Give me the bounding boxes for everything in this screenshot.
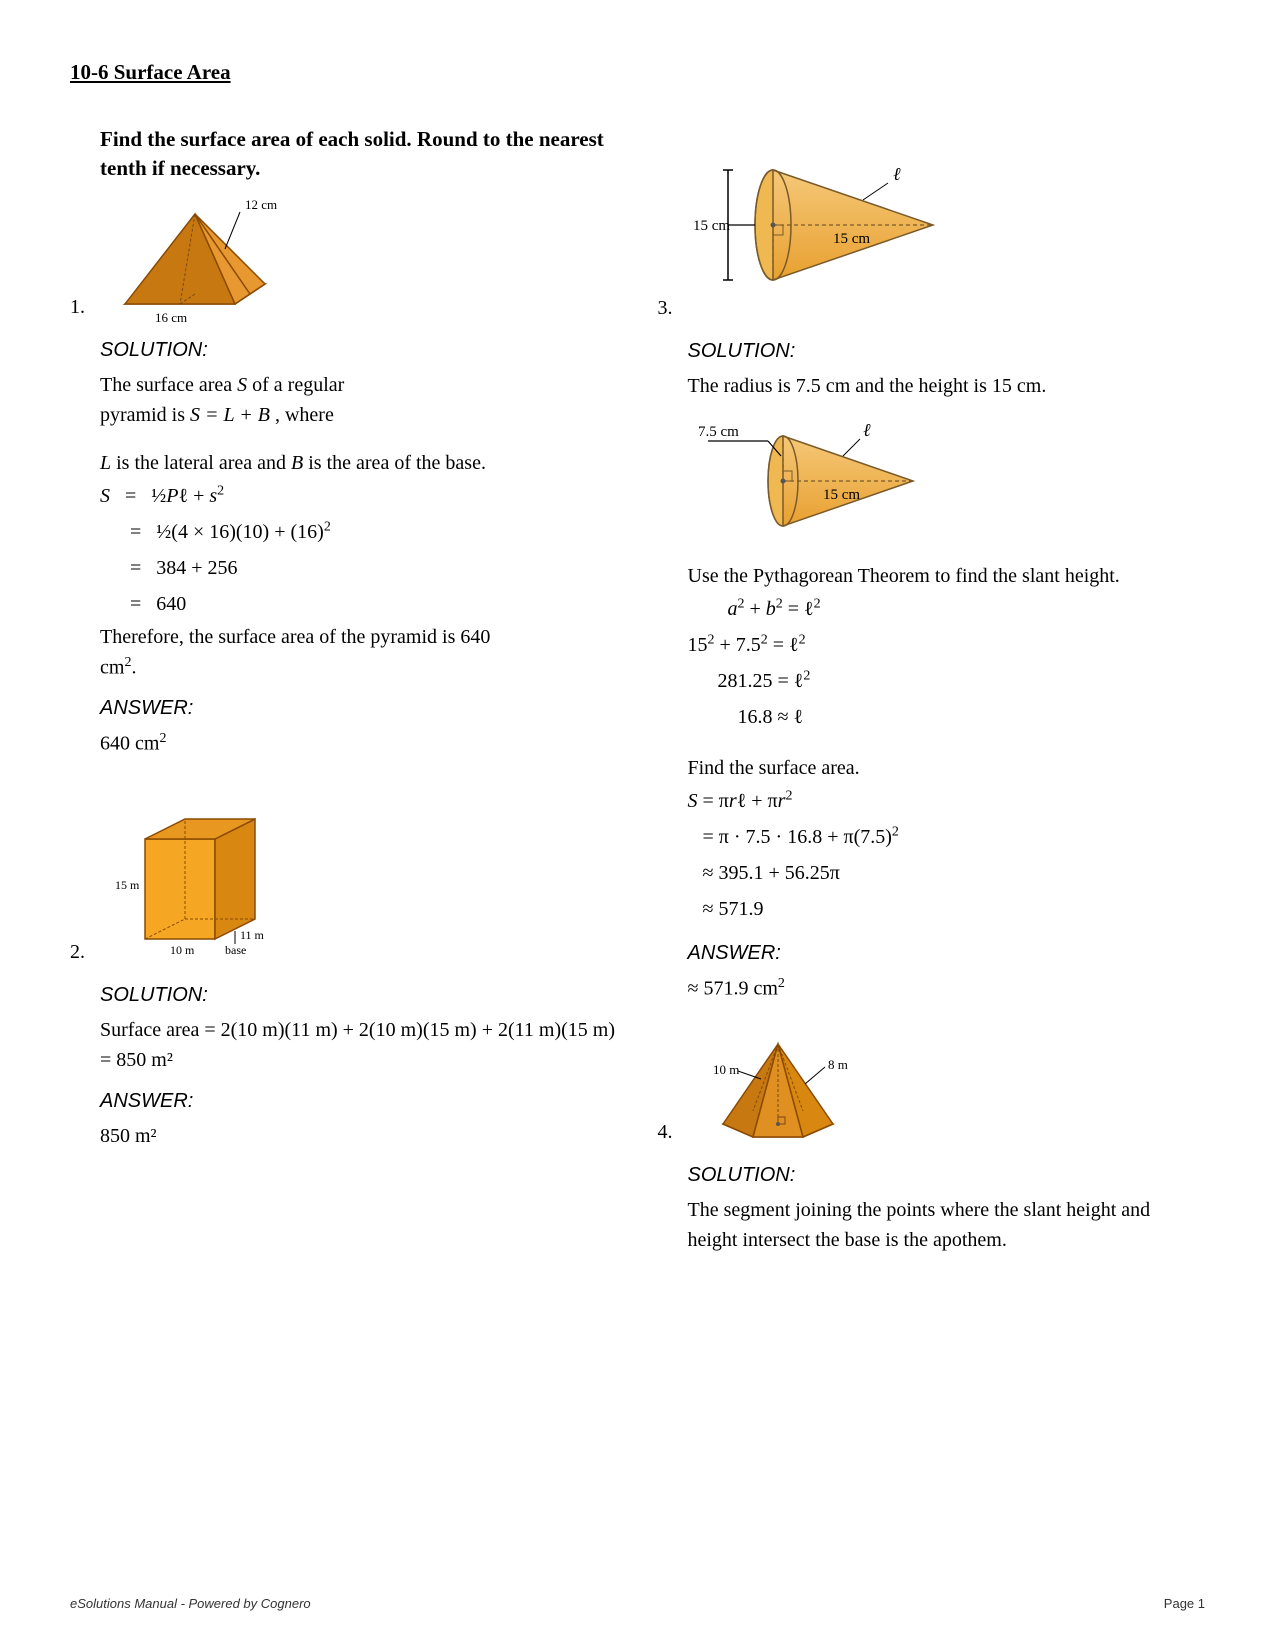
p1-eq4: = 640 bbox=[100, 586, 618, 622]
p1-answer: 640 cm2 bbox=[100, 728, 618, 759]
svg-text:16 cm: 16 cm bbox=[155, 310, 187, 324]
svg-text:10 m: 10 m bbox=[713, 1062, 739, 1077]
svg-text:12 cm: 12 cm bbox=[245, 197, 277, 212]
hex-pyramid-figure: 10 m 8 m bbox=[683, 1019, 883, 1149]
problem-1: 1. 12 cm 16 cm bbox=[70, 194, 618, 324]
footer-right: Page 1 bbox=[1164, 1596, 1205, 1611]
p3-text1: The radius is 7.5 cm and the height is 1… bbox=[688, 371, 1206, 401]
svg-text:7.5 cm: 7.5 cm bbox=[698, 424, 739, 440]
p4-text: The segment joining the points where the… bbox=[688, 1195, 1206, 1255]
svg-text:15 cm: 15 cm bbox=[823, 487, 860, 503]
svg-text:15 cm: 15 cm bbox=[833, 231, 870, 247]
cone-figure-1: 15 cm 15 cm ℓ bbox=[683, 125, 963, 325]
svg-text:base: base bbox=[225, 943, 246, 957]
p3-eq6: = π · 7.5 · 16.8 + π(7.5)2 bbox=[688, 819, 1206, 855]
instruction-text: Find the surface area of each solid. Rou… bbox=[100, 125, 618, 184]
solution-label-3: SOLUTION: bbox=[688, 340, 1206, 363]
svg-text:10 m: 10 m bbox=[170, 943, 195, 957]
prism-figure: 15 m 10 m 11 m base bbox=[95, 789, 295, 969]
svg-text:ℓ: ℓ bbox=[893, 164, 901, 184]
problem-number-3: 3. bbox=[658, 297, 673, 325]
p2-text: Surface area = 2(10 m)(11 m) + 2(10 m)(1… bbox=[100, 1015, 618, 1075]
right-column: 3. 1 bbox=[658, 125, 1206, 1255]
page-title: 10-6 Surface Area bbox=[70, 60, 1205, 85]
solution-label-4: SOLUTION: bbox=[688, 1164, 1206, 1187]
p3-eq7: ≈ 395.1 + 56.25π bbox=[688, 855, 1206, 891]
p1-line1: The surface area S of a regular bbox=[100, 370, 618, 400]
p3-eq2: 152 + 7.52 = ℓ2 bbox=[688, 627, 1206, 663]
solution-label-2: SOLUTION: bbox=[100, 984, 618, 1007]
p3-text2: Use the Pythagorean Theorem to find the … bbox=[688, 561, 1206, 591]
answer-label-2: ANSWER: bbox=[100, 1090, 618, 1113]
p3-eq8: ≈ 571.9 bbox=[688, 891, 1206, 927]
problem-2: 2. 15 m 10 m 11 m base bbox=[70, 789, 618, 969]
p1-line3: L is the lateral area and B is the area … bbox=[100, 448, 618, 478]
p3-eq4: 16.8 ≈ ℓ bbox=[688, 699, 1206, 735]
answer-label-3: ANSWER: bbox=[688, 942, 1206, 965]
svg-text:15 m: 15 m bbox=[115, 878, 140, 892]
p1-eq1: S = ½Pℓ + s2 bbox=[100, 478, 618, 514]
svg-text:11 m: 11 m bbox=[240, 928, 265, 942]
svg-text:ℓ: ℓ bbox=[863, 420, 871, 440]
p3-eq1: a2 + b2 = ℓ2 bbox=[688, 591, 1206, 627]
p1-eq3: = 384 + 256 bbox=[100, 550, 618, 586]
pyramid-figure-1: 12 cm 16 cm bbox=[95, 194, 295, 324]
answer-label-1: ANSWER: bbox=[100, 697, 618, 720]
p2-answer: 850 m² bbox=[100, 1121, 618, 1151]
solution-label-1: SOLUTION: bbox=[100, 339, 618, 362]
left-column: Find the surface area of each solid. Rou… bbox=[70, 125, 618, 1255]
p1-line2: pyramid is S = L + B , where bbox=[100, 400, 618, 430]
problem-number-2: 2. bbox=[70, 941, 85, 969]
problem-3: 3. 1 bbox=[658, 125, 1206, 325]
svg-text:15 cm: 15 cm bbox=[693, 218, 730, 234]
page-footer: eSolutions Manual - Powered by Cognero P… bbox=[70, 1596, 1205, 1611]
p1-eq2: = ½(4 × 16)(10) + (16)2 bbox=[100, 514, 618, 550]
p3-answer: ≈ 571.9 cm2 bbox=[688, 973, 1206, 1004]
p3-eq5: S = πrℓ + πr2 bbox=[688, 783, 1206, 819]
p1-conclusion-1: Therefore, the surface area of the pyram… bbox=[100, 622, 618, 652]
problem-number-1: 1. bbox=[70, 296, 85, 324]
problem-number-4: 4. bbox=[658, 1121, 673, 1149]
p1-conclusion-2: cm2. bbox=[100, 652, 618, 683]
p3-text3: Find the surface area. bbox=[688, 753, 1206, 783]
p3-eq3: 281.25 = ℓ2 bbox=[688, 663, 1206, 699]
svg-text:8 m: 8 m bbox=[828, 1057, 848, 1072]
footer-left: eSolutions Manual - Powered by Cognero bbox=[70, 1596, 311, 1611]
cone-figure-2: 7.5 cm 15 cm ℓ bbox=[688, 401, 1206, 561]
problem-4: 4. 10 m 8 m bbox=[658, 1019, 1206, 1149]
